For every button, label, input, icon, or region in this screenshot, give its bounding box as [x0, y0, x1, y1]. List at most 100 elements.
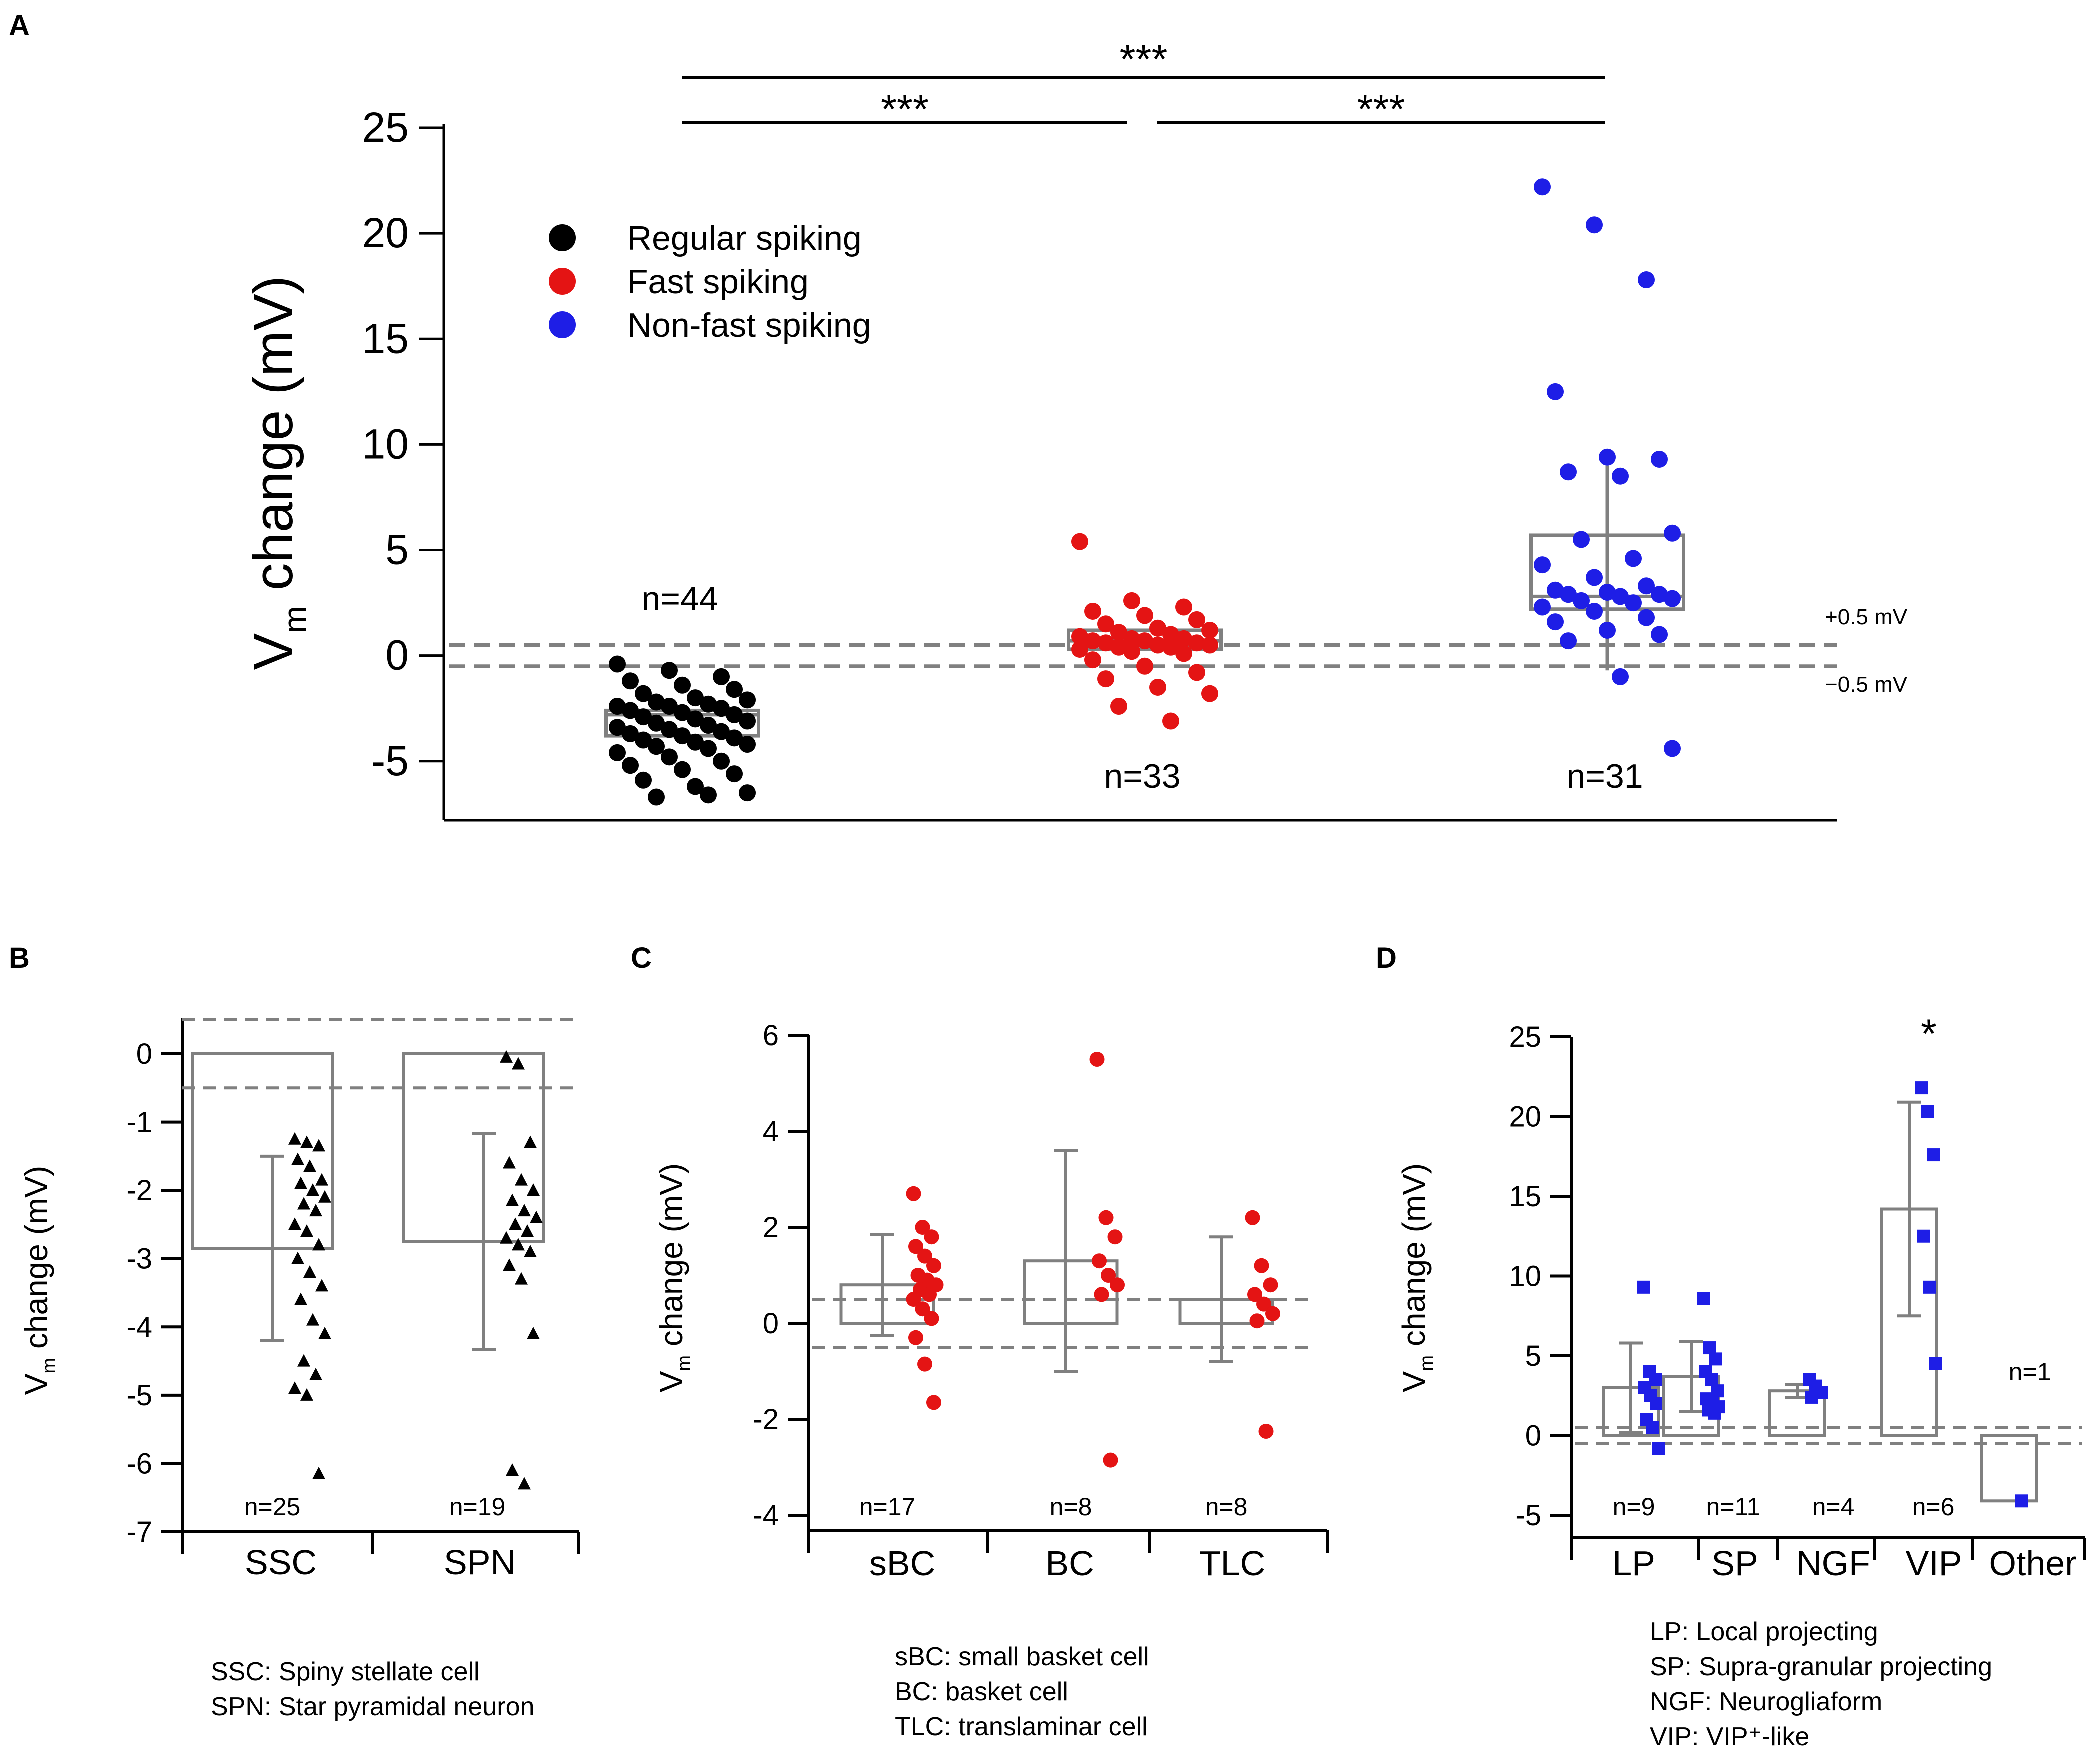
d-data-point — [1922, 1105, 1934, 1118]
a-legend-label: Fast spiking — [628, 263, 809, 301]
a-data-point — [1136, 632, 1154, 650]
panel-letter-b: B — [9, 942, 30, 974]
c-data-point — [922, 1287, 937, 1302]
d-legend-line: NGF: Neurogliaform — [1650, 1687, 1882, 1716]
b-data-point — [300, 1224, 314, 1237]
panel-a: 25 20 15 10 5 0 -5 Vm change (mV) +0.5 mV −0.5 mV… — [243, 37, 1908, 822]
d-legend-line: SP: Supra-granular projecting — [1650, 1652, 1992, 1681]
a-data-point — [726, 681, 743, 698]
d-data-point — [1929, 1357, 1942, 1370]
c-data-point — [1092, 1253, 1107, 1269]
d-legend-line: VIP: VIP⁺-like — [1650, 1722, 1810, 1750]
c-data-point — [1256, 1296, 1272, 1312]
a-data-point — [726, 706, 743, 723]
c-n-label: n=17 — [860, 1493, 916, 1521]
c-data-point — [1263, 1277, 1278, 1293]
b-data-point — [527, 1183, 540, 1196]
d-data-point — [2015, 1494, 2028, 1508]
a-data-point — [1162, 638, 1180, 656]
b-data-point — [524, 1245, 537, 1258]
b-data-point — [310, 1204, 322, 1217]
b-data-point — [518, 1477, 531, 1490]
c-data-point — [915, 1301, 930, 1317]
d-n-label: n=4 — [1812, 1493, 1855, 1521]
a-data-point — [1084, 632, 1102, 650]
a-data-point — [1625, 594, 1642, 612]
b-data-point — [306, 1313, 320, 1326]
a-data-point — [674, 704, 691, 721]
c-data-point — [915, 1220, 930, 1235]
a-data-point — [622, 702, 639, 719]
a-data-point — [1612, 668, 1629, 685]
d-y-tick-label: 25 — [1509, 1021, 1542, 1053]
a-data-point — [1188, 611, 1206, 628]
d-y-tick-label: 0 — [1526, 1420, 1542, 1452]
b-y-tick-label: 0 — [136, 1038, 152, 1070]
c-data-point — [1101, 1268, 1116, 1283]
d-data-point — [1652, 1442, 1665, 1455]
a-data-point — [622, 725, 639, 742]
d-data-point — [1916, 1081, 1928, 1095]
a-significance-stars: *** — [1120, 37, 1168, 82]
c-data-point — [1108, 1229, 1123, 1245]
d-data-point — [1650, 1397, 1664, 1410]
b-data-point — [288, 1381, 302, 1394]
b-data-point — [300, 1388, 314, 1401]
a-data-point — [661, 662, 678, 679]
d-significance-star: * — [1921, 1011, 1937, 1057]
a-data-point — [1072, 640, 1088, 658]
c-legend-line: TLC: translaminar cell — [895, 1712, 1148, 1741]
a-data-point — [726, 729, 743, 747]
c-y-axis-label: Vm change (mV) — [654, 1163, 695, 1393]
a-data-point — [1664, 740, 1681, 757]
b-y-label-text: change (mV) — [18, 1166, 54, 1358]
b-data-point — [530, 1210, 543, 1223]
d-category-label: VIP — [1906, 1544, 1962, 1583]
d-data-point — [1710, 1352, 1722, 1366]
a-data-point — [1560, 463, 1577, 481]
c-data-point — [906, 1186, 922, 1201]
a-data-point — [700, 716, 717, 734]
c-y-tick-label: -2 — [753, 1403, 779, 1436]
panel-d: 25 20 15 10 5 0 -5 Vm change (mV) n=9 LP n=11 SP n=4… — [1396, 1011, 2086, 1750]
b-n-label: n=19 — [450, 1493, 506, 1521]
a-data-point — [1084, 602, 1102, 620]
a-data-point — [1664, 524, 1681, 542]
b-data-point — [503, 1258, 516, 1271]
c-data-point — [1245, 1210, 1260, 1225]
c-data-point — [926, 1395, 942, 1410]
a-data-point — [1150, 678, 1166, 696]
b-data-point — [288, 1132, 302, 1145]
a-data-point — [1612, 588, 1629, 605]
a-data-point — [1072, 533, 1088, 550]
panel-letter-c: C — [631, 942, 652, 974]
b-data-point — [503, 1156, 516, 1169]
d-category-label: NGF — [1796, 1544, 1870, 1583]
a-threshold-label: −0.5 mV — [1825, 672, 1908, 697]
a-data-point — [713, 723, 730, 740]
a-y-tick-label: 20 — [362, 209, 409, 256]
d-category-label: LP — [1612, 1544, 1656, 1583]
c-y-tick-label: 4 — [763, 1115, 779, 1148]
b-data-point — [288, 1217, 302, 1230]
a-n-label: n=33 — [1104, 757, 1180, 795]
b-data-point — [310, 1367, 322, 1380]
a-data-point — [700, 786, 717, 804]
a-y-axis-label: Vm change (mV) — [243, 276, 314, 670]
b-data-point — [300, 1135, 314, 1148]
c-category-label: TLC — [1200, 1544, 1266, 1583]
d-category-label: Other — [1989, 1544, 2076, 1583]
b-data-point — [294, 1176, 308, 1189]
c-data-point — [924, 1229, 940, 1245]
d-n-label: n=1 — [2009, 1358, 2052, 1386]
a-data-point — [1573, 592, 1590, 609]
a-data-point — [1651, 626, 1668, 643]
d-data-point — [1923, 1280, 1936, 1294]
a-data-point — [739, 691, 756, 709]
c-data-point — [1094, 1287, 1110, 1302]
a-data-point — [1072, 628, 1088, 645]
d-n-label: n=6 — [1912, 1493, 1955, 1521]
a-data-point — [674, 676, 691, 694]
c-data-point — [1250, 1313, 1265, 1329]
